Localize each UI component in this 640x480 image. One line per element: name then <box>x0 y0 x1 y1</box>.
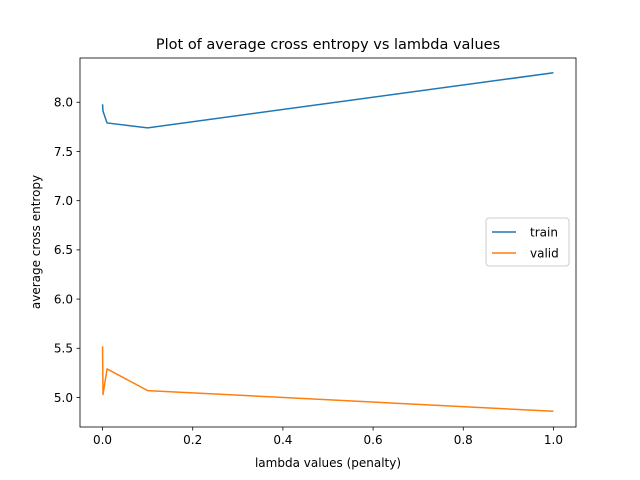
y-tick-label: 5.5 <box>54 342 73 356</box>
x-tick-label: 0.4 <box>273 433 292 447</box>
y-tick-label: 6.5 <box>54 243 73 257</box>
x-axis: 0.0 0.2 0.4 0.6 0.8 1.0 <box>93 427 563 447</box>
y-axis: 5.0 5.5 6.0 6.5 7.0 7.5 8.0 <box>54 96 80 405</box>
legend-label-valid: valid <box>530 246 559 260</box>
x-axis-label: lambda values (penalty) <box>255 456 401 470</box>
y-tick-label: 6.0 <box>54 292 73 306</box>
x-tick-label: 1.0 <box>544 433 563 447</box>
y-tick-label: 7.0 <box>54 194 73 208</box>
axes-frame <box>79 57 577 428</box>
legend: train valid <box>485 217 570 267</box>
x-tick-label: 0.8 <box>454 433 473 447</box>
y-tick-label: 7.5 <box>54 145 73 159</box>
x-tick-label: 0.2 <box>183 433 202 447</box>
legend-box <box>485 217 570 267</box>
series-line-train <box>101 72 554 129</box>
legend-label-train: train <box>530 225 558 239</box>
series-layer <box>101 72 554 413</box>
series-line-valid <box>101 346 554 413</box>
y-tick-label: 5.0 <box>54 391 73 405</box>
y-axis-label: average cross entropy <box>29 175 43 309</box>
x-tick-label: 0.0 <box>93 433 112 447</box>
chart-title: Plot of average cross entropy vs lambda … <box>156 37 500 53</box>
y-tick-label: 8.0 <box>54 96 73 110</box>
x-tick-label: 0.6 <box>364 433 383 447</box>
